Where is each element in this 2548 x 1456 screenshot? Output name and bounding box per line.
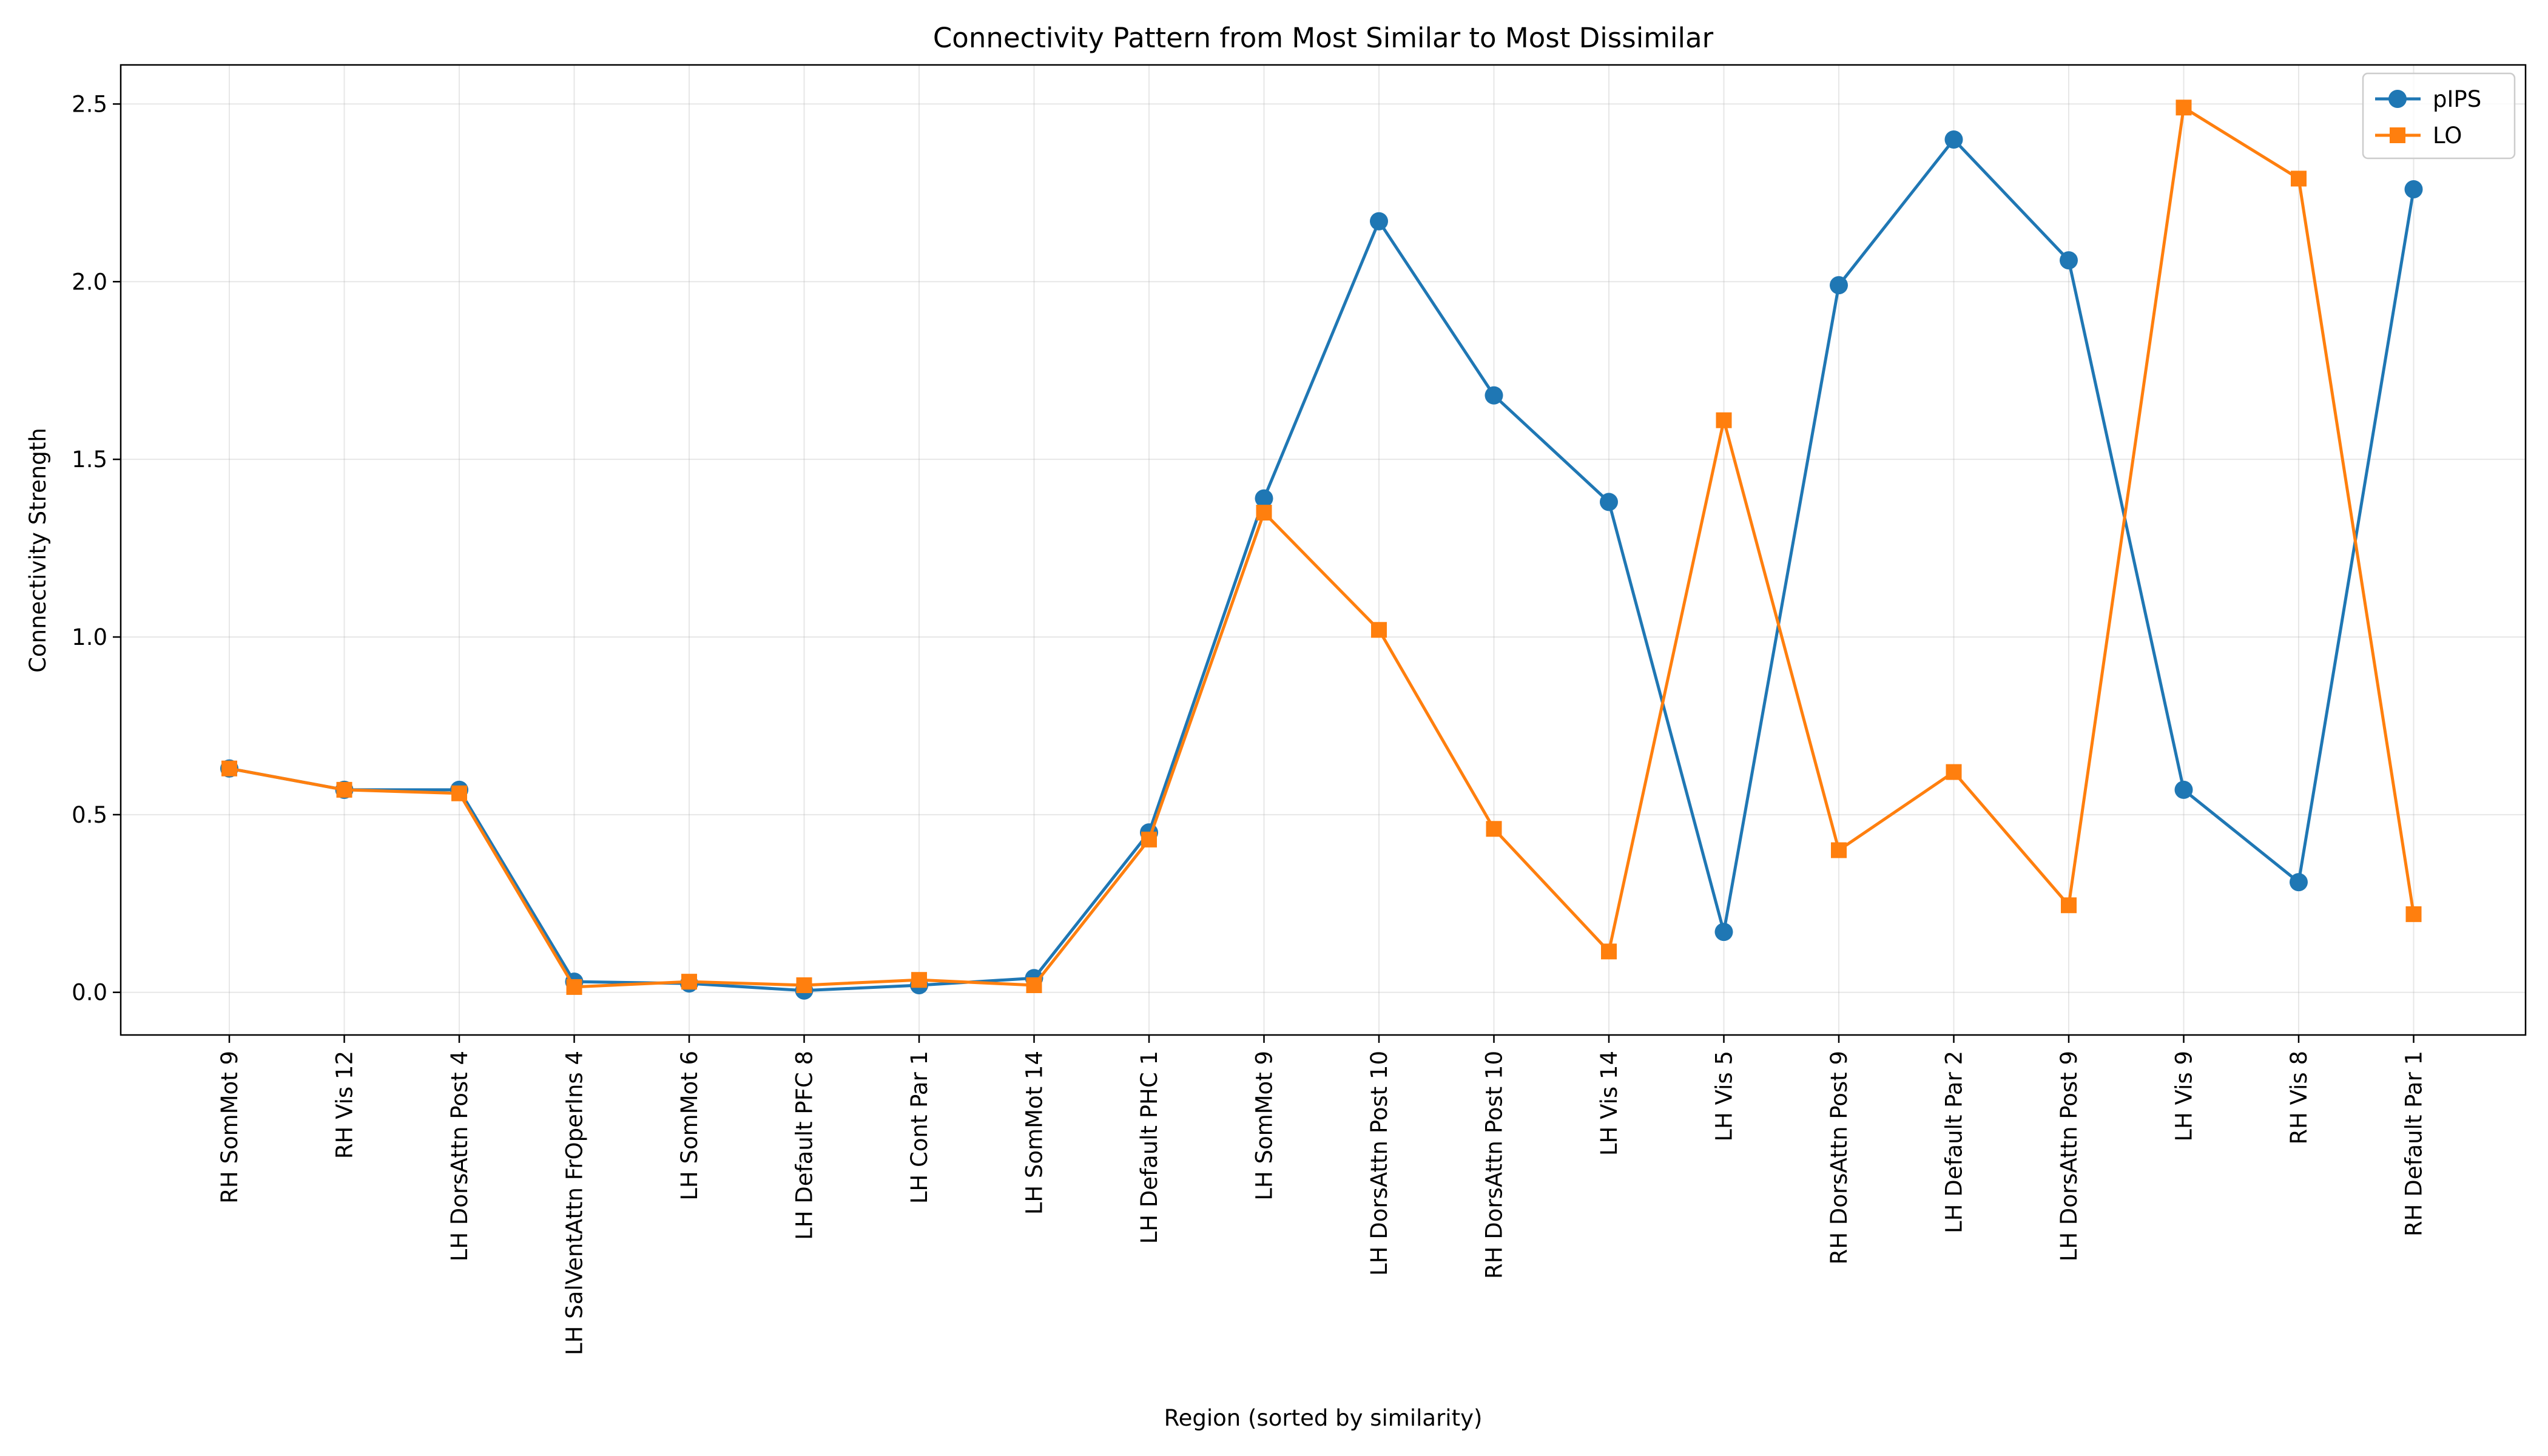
- x-tick-label: RH SomMot 9: [217, 1051, 243, 1204]
- x-tick-label: LH DorsAttn Post 10: [1366, 1051, 1392, 1276]
- data-point-pips: [1370, 212, 1388, 231]
- y-tick-label: 1.0: [72, 624, 107, 650]
- data-point-pips: [1600, 493, 1618, 511]
- plot-frame: [120, 64, 2527, 1036]
- series-line-lo: [229, 106, 2415, 989]
- x-tick-label: LH Default PFC 8: [792, 1051, 818, 1240]
- data-point-lo: [2176, 99, 2192, 116]
- x-tick-label: RH DorsAttn Post 9: [1826, 1051, 1852, 1265]
- data-point-lo: [1716, 412, 1732, 428]
- series-lo: [221, 99, 2422, 995]
- x-tick-label: LH Default PHC 1: [1136, 1051, 1162, 1244]
- data-point-lo: [1256, 505, 1272, 521]
- data-point-lo: [1831, 842, 1847, 858]
- data-point-lo: [1141, 831, 1157, 848]
- data-point-pips: [2290, 873, 2308, 892]
- data-point-pips: [2404, 180, 2423, 198]
- y-tick-label: 2.5: [72, 91, 107, 117]
- x-tick-label: LH Vis 14: [1596, 1051, 1622, 1156]
- x-tick-label: LH DorsAttn Post 9: [2056, 1051, 2082, 1261]
- data-point-pips: [1714, 923, 1733, 942]
- legend-entry-lo: LO: [2375, 123, 2462, 149]
- data-point-lo: [336, 781, 352, 798]
- y-tick-label: 0.0: [72, 980, 107, 1006]
- legend-marker: [2390, 127, 2405, 143]
- x-tick-label: LH Default Par 2: [1941, 1051, 1967, 1233]
- axes-layer: RH SomMot 9 RH Vis 12 LH DorsAttn Post 4 LH…: [72, 91, 2427, 1355]
- x-tick-label: LH SalVentAttn FrOperIns 4: [562, 1051, 588, 1355]
- y-tick-label: 0.5: [72, 802, 107, 828]
- data-point-lo: [1026, 977, 1042, 993]
- legend: pIPS LO: [2362, 72, 2516, 160]
- x-tick-label: RH Vis 8: [2286, 1051, 2312, 1145]
- data-point-pips: [1944, 130, 1963, 149]
- data-point-lo: [1601, 943, 1617, 960]
- data-point-lo: [1371, 622, 1387, 638]
- data-point-lo: [566, 979, 582, 995]
- chart-title: Connectivity Pattern from Most Similar t…: [933, 22, 1714, 54]
- x-tick-label: LH SomMot 14: [1022, 1051, 1048, 1215]
- data-point-lo: [796, 977, 812, 993]
- data-point-lo: [451, 785, 467, 801]
- series-layer: [220, 99, 2423, 1000]
- data-point-lo: [2291, 170, 2307, 187]
- legend-label: LO: [2433, 123, 2462, 149]
- x-tick-label: LH DorsAttn Post 4: [447, 1051, 473, 1261]
- x-tick-label: RH Default Par 1: [2401, 1051, 2427, 1236]
- y-tick-label: 1.5: [72, 447, 107, 473]
- x-tick-label: LH Vis 5: [1711, 1051, 1737, 1142]
- x-axis-label: Region (sorted by similarity): [1164, 1405, 1483, 1431]
- x-tick-label: LH SomMot 6: [676, 1051, 703, 1201]
- data-point-pips: [2060, 251, 2078, 270]
- y-tick-label: 2.0: [72, 269, 107, 295]
- grid: [121, 65, 2526, 1035]
- legend-entry-pips: pIPS: [2375, 86, 2481, 112]
- legend-label: pIPS: [2433, 86, 2481, 112]
- data-point-lo: [681, 974, 697, 990]
- data-point-pips: [1830, 276, 1848, 295]
- y-axis-label: Connectivity Strength: [25, 428, 51, 673]
- x-tick-label: LH Cont Par 1: [906, 1051, 932, 1204]
- data-point-lo: [1486, 821, 1502, 837]
- data-point-lo: [221, 760, 237, 777]
- data-point-lo: [2061, 897, 2077, 914]
- x-tick-label: RH Vis 12: [332, 1051, 358, 1159]
- x-tick-label: LH Vis 9: [2171, 1051, 2197, 1142]
- data-point-lo: [911, 972, 927, 988]
- data-point-pips: [2174, 780, 2193, 799]
- data-point-lo: [1946, 764, 1962, 780]
- data-point-pips: [1255, 489, 1273, 508]
- legend-marker: [2388, 90, 2407, 108]
- data-point-pips: [1485, 386, 1503, 405]
- x-tick-label: LH SomMot 9: [1252, 1051, 1278, 1201]
- series-line-pips: [229, 138, 2415, 993]
- x-tick-label: RH DorsAttn Post 10: [1481, 1051, 1508, 1279]
- data-point-lo: [2405, 906, 2422, 922]
